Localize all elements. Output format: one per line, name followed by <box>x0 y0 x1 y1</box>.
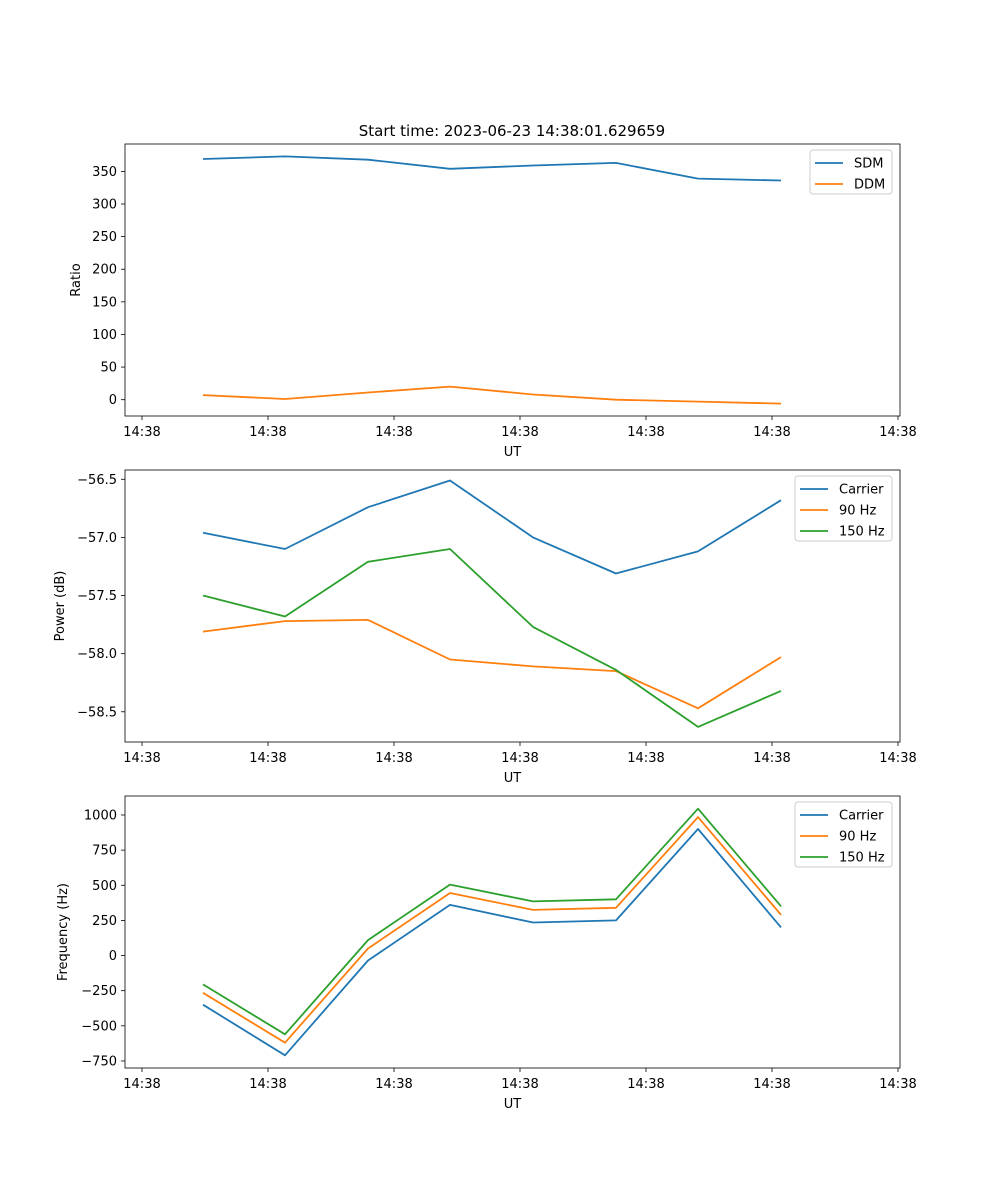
y-tick-label: 500 <box>92 879 117 894</box>
x-tick-label: 14:38 <box>123 751 160 766</box>
x-tick-label: 14:38 <box>375 751 412 766</box>
chart-panel-2: 14:38 14:38 14:38 14:38 14:38 14:38 14:38 UT −58… <box>53 469 917 786</box>
legend-label: Carrier <box>839 809 884 824</box>
x-tick-label: 14:38 <box>627 1077 664 1092</box>
x-tick-label: 14:38 <box>123 425 160 440</box>
x-axis-label: UT <box>504 771 522 786</box>
y-tick-label: −56.5 <box>77 473 117 488</box>
y-tick-label: −500 <box>81 1019 117 1034</box>
series-line-carrier <box>202 828 782 1057</box>
y-tick-label: −58.0 <box>77 647 117 662</box>
axes-frame <box>124 143 901 417</box>
legend: Carrier 90 Hz 150 Hz <box>794 801 893 868</box>
y-tick-label: −250 <box>81 984 117 999</box>
x-tick-label: 14:38 <box>627 751 664 766</box>
figure-title: Start time: 2023-06-23 14:38:01.629659 <box>359 122 665 140</box>
x-tick-label: 14:38 <box>879 1077 916 1092</box>
x-axis-label: UT <box>504 1097 522 1112</box>
x-tick-label: 14:38 <box>249 425 286 440</box>
series-line-90-hz <box>202 619 782 710</box>
axes-frame <box>124 795 901 1069</box>
x-tick-label: 14:38 <box>501 1077 538 1092</box>
series-line-ddm <box>202 385 782 405</box>
y-axis-label: Ratio <box>69 263 84 296</box>
y-tick-label: 1000 <box>84 808 117 823</box>
x-tick-label: 14:38 <box>879 751 916 766</box>
series-line-carrier <box>202 479 782 575</box>
y-tick-label: −750 <box>81 1054 117 1069</box>
legend-box <box>794 801 893 868</box>
legend-box <box>794 475 893 542</box>
y-tick-label: −58.5 <box>77 705 117 720</box>
legend-box <box>809 149 893 195</box>
x-tick-label: 14:38 <box>879 425 916 440</box>
legend-label: DDM <box>854 178 885 193</box>
legend-label: SDM <box>854 157 883 172</box>
chart-panel-1: 14:38 14:38 14:38 14:38 14:38 14:38 14:38 UT 0 50… <box>69 143 917 460</box>
axes-frame <box>124 469 901 743</box>
y-tick-label: 0 <box>109 949 117 964</box>
legend: SDM DDM <box>809 149 893 195</box>
x-tick-label: 14:38 <box>375 425 412 440</box>
y-tick-label: 350 <box>92 165 117 180</box>
legend-label: 90 Hz <box>839 504 876 519</box>
x-tick-label: 14:38 <box>123 1077 160 1092</box>
series-line-sdm <box>202 155 782 182</box>
series-line-150-hz <box>202 807 782 1036</box>
x-tick-label: 14:38 <box>501 751 538 766</box>
y-tick-label: 250 <box>92 230 117 245</box>
x-tick-label: 14:38 <box>249 751 286 766</box>
x-tick-label: 14:38 <box>249 1077 286 1092</box>
x-tick-label: 14:38 <box>627 425 664 440</box>
x-axis-label: UT <box>504 445 522 460</box>
x-tick-label: 14:38 <box>375 1077 412 1092</box>
y-tick-label: 750 <box>92 844 117 859</box>
y-tick-label: 300 <box>92 198 117 213</box>
x-tick-label: 14:38 <box>753 425 790 440</box>
x-tick-label: 14:38 <box>753 751 790 766</box>
x-tick-label: 14:38 <box>753 1077 790 1092</box>
y-tick-label: 100 <box>92 328 117 343</box>
y-tick-label: 0 <box>109 393 117 408</box>
x-tick-label: 14:38 <box>501 425 538 440</box>
legend: Carrier 90 Hz 150 Hz <box>794 475 893 542</box>
y-tick-label: −57.5 <box>77 589 117 604</box>
legend-label: 150 Hz <box>839 525 885 540</box>
series-line-90-hz <box>202 816 782 1044</box>
y-tick-label: 200 <box>92 263 117 278</box>
y-tick-label: 150 <box>92 295 117 310</box>
legend-label: 150 Hz <box>839 851 885 866</box>
series-line-150-hz <box>202 548 782 728</box>
chart-panel-3: 14:38 14:38 14:38 14:38 14:38 14:38 14:38 UT −75… <box>56 795 917 1112</box>
y-axis-label: Frequency (Hz) <box>56 883 71 981</box>
legend-label: 90 Hz <box>839 830 876 845</box>
y-axis-label: Power (dB) <box>53 571 68 642</box>
y-tick-label: 50 <box>100 361 117 376</box>
plots-container: 14:38 14:38 14:38 14:38 14:38 14:38 14:38 UT 0 50… <box>53 143 917 1112</box>
legend-label: Carrier <box>839 483 884 498</box>
y-tick-label: −57.0 <box>77 531 117 546</box>
y-tick-label: 250 <box>92 914 117 929</box>
